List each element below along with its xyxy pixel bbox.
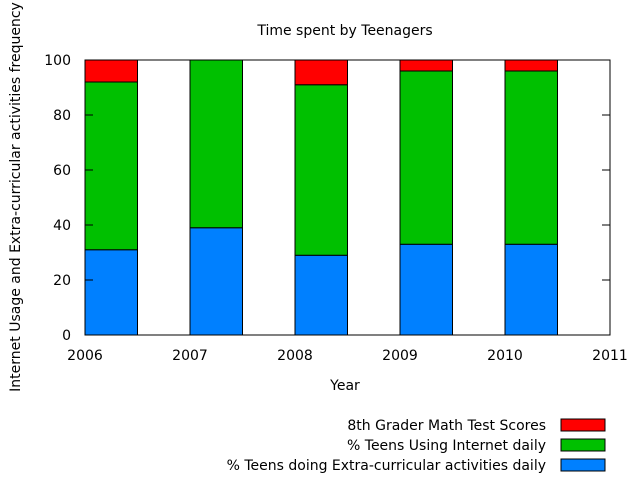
bars-layer [84, 59, 558, 336]
bar-2006-series-2 [84, 59, 138, 83]
legend-swatch-0 [560, 418, 606, 432]
bar-2007-series-0 [189, 227, 243, 336]
y-tick-label: 100 [44, 53, 71, 69]
plot-frame [84, 59, 611, 336]
y-tick-label: 60 [53, 163, 71, 179]
y-axis-label: Internet Usage and Extra-curricular acti… [8, 2, 24, 392]
bar-2006-series-0 [84, 249, 138, 336]
y-tick-label: 40 [53, 218, 71, 234]
bar-2010-series-2 [504, 59, 558, 72]
legend-swatch-2 [560, 458, 606, 472]
bar-2009-series-0 [399, 243, 453, 336]
x-tick-label: 2010 [487, 348, 523, 364]
bar-2007-series-1 [189, 59, 243, 229]
x-tick-label: 2011 [592, 348, 628, 364]
legend-label-2: % Teens doing Extra-curricular activitie… [227, 458, 546, 474]
legend: 8th Grader Math Test Scores % Teens Using… [227, 418, 606, 474]
x-axis-label: Year [329, 378, 360, 394]
bar-2008-series-2 [294, 59, 348, 86]
y-tick-label: 20 [53, 273, 71, 289]
bar-2006-series-1 [84, 81, 138, 251]
y-tick-label: 0 [62, 328, 71, 344]
chart-title: Time spent by Teenagers [256, 23, 432, 39]
bar-2010-series-0 [504, 243, 558, 336]
legend-label-0: 8th Grader Math Test Scores [347, 418, 546, 434]
legend-swatch-1 [560, 438, 606, 452]
legend-label-1: % Teens Using Internet daily [347, 438, 546, 454]
bar-2008-series-1 [294, 84, 348, 256]
y-tick-label: 80 [53, 108, 71, 124]
bar-2009-series-1 [399, 70, 453, 245]
x-tick-label: 2006 [67, 348, 103, 364]
axis-layer: 0 20 40 60 80 100 2006 2007 2008 2009 2010 2011 [44, 53, 628, 364]
bar-2009-series-2 [399, 59, 453, 72]
x-tick-label: 2009 [382, 348, 418, 364]
bar-2008-series-0 [294, 254, 348, 336]
x-tick-label: 2007 [172, 348, 208, 364]
bar-2010-series-1 [504, 70, 558, 245]
x-tick-label: 2008 [277, 348, 313, 364]
